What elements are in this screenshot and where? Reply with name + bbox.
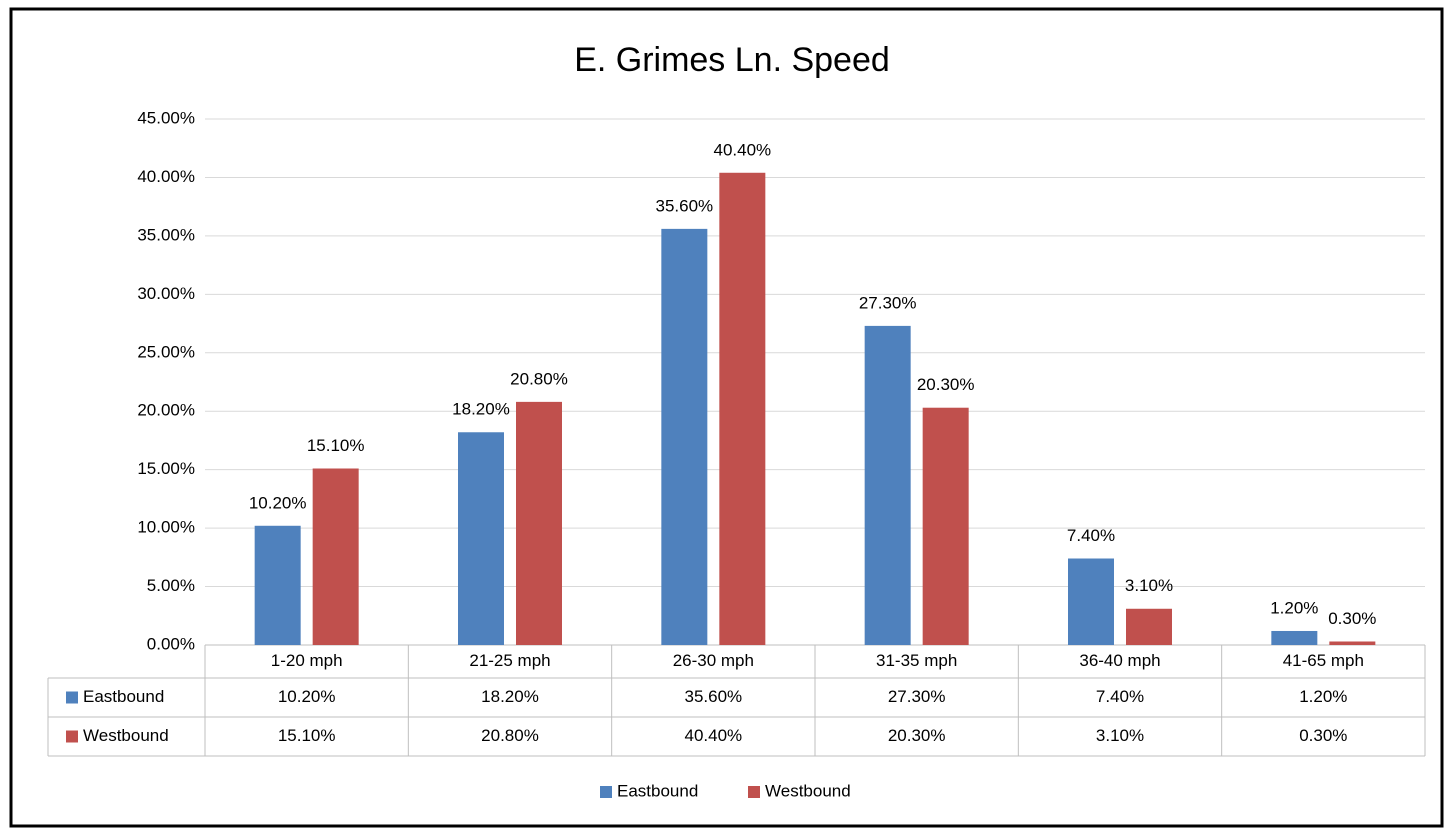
bar <box>661 228 708 645</box>
y-tick-label: 35.00% <box>137 225 195 244</box>
y-tick-label: 0.00% <box>147 634 195 653</box>
x-tick-label: 41-65 mph <box>1283 651 1364 670</box>
bar <box>719 172 766 645</box>
bar <box>864 325 911 645</box>
y-tick-label: 20.00% <box>137 401 195 420</box>
x-tick-label: 31-35 mph <box>876 651 957 670</box>
data-label: 40.40% <box>713 140 771 159</box>
y-tick-label: 40.00% <box>137 167 195 186</box>
bar <box>1271 630 1318 645</box>
bar <box>312 468 359 645</box>
data-label: 3.10% <box>1125 576 1173 595</box>
legend-label: Eastbound <box>617 781 698 800</box>
y-tick-label: 15.00% <box>137 459 195 478</box>
table-row-label: Westbound <box>83 726 169 745</box>
data-label: 10.20% <box>249 493 307 512</box>
table-cell: 20.80% <box>481 726 539 745</box>
table-cell: 40.40% <box>684 726 742 745</box>
y-tick-label: 25.00% <box>137 342 195 361</box>
data-label: 1.20% <box>1270 598 1318 617</box>
data-label: 0.30% <box>1328 609 1376 628</box>
bar <box>1068 558 1114 645</box>
table-cell: 18.20% <box>481 687 539 706</box>
x-tick-label: 36-40 mph <box>1079 651 1160 670</box>
table-legend-key <box>66 691 78 704</box>
data-label: 20.80% <box>510 369 568 388</box>
table-cell: 27.30% <box>888 687 946 706</box>
bar <box>922 407 969 645</box>
bar <box>1126 608 1172 645</box>
table-cell: 10.20% <box>278 687 336 706</box>
data-label: 20.30% <box>917 375 975 394</box>
table-row-label: Eastbound <box>83 687 164 706</box>
table-cell: 3.10% <box>1096 726 1144 745</box>
table-cell: 7.40% <box>1096 687 1144 706</box>
legend-key <box>748 786 760 798</box>
table-cell: 20.30% <box>888 726 946 745</box>
table-cell: 35.60% <box>684 687 742 706</box>
y-tick-label: 30.00% <box>137 284 195 303</box>
chart-title: E. Grimes Ln. Speed <box>574 41 890 79</box>
bar <box>254 525 301 645</box>
y-tick-label: 5.00% <box>147 576 195 595</box>
data-label: 15.10% <box>307 436 365 455</box>
data-label: 7.40% <box>1067 526 1115 545</box>
x-tick-label: 26-30 mph <box>673 651 754 670</box>
x-tick-label: 1-20 mph <box>271 651 343 670</box>
y-tick-label: 45.00% <box>137 108 195 127</box>
x-tick-label: 21-25 mph <box>469 651 550 670</box>
table-cell: 0.30% <box>1299 726 1347 745</box>
data-label: 27.30% <box>859 293 917 312</box>
table-cell: 15.10% <box>278 726 336 745</box>
legend-key <box>600 786 612 798</box>
legend-label: Westbound <box>765 781 851 800</box>
table-legend-key <box>66 730 78 743</box>
y-tick-label: 10.00% <box>137 518 195 537</box>
bar <box>458 432 504 645</box>
table-cell: 1.20% <box>1299 687 1347 706</box>
bar <box>1329 641 1376 645</box>
bar <box>516 401 562 645</box>
data-label: 35.60% <box>655 196 713 215</box>
data-label: 18.20% <box>452 400 510 419</box>
